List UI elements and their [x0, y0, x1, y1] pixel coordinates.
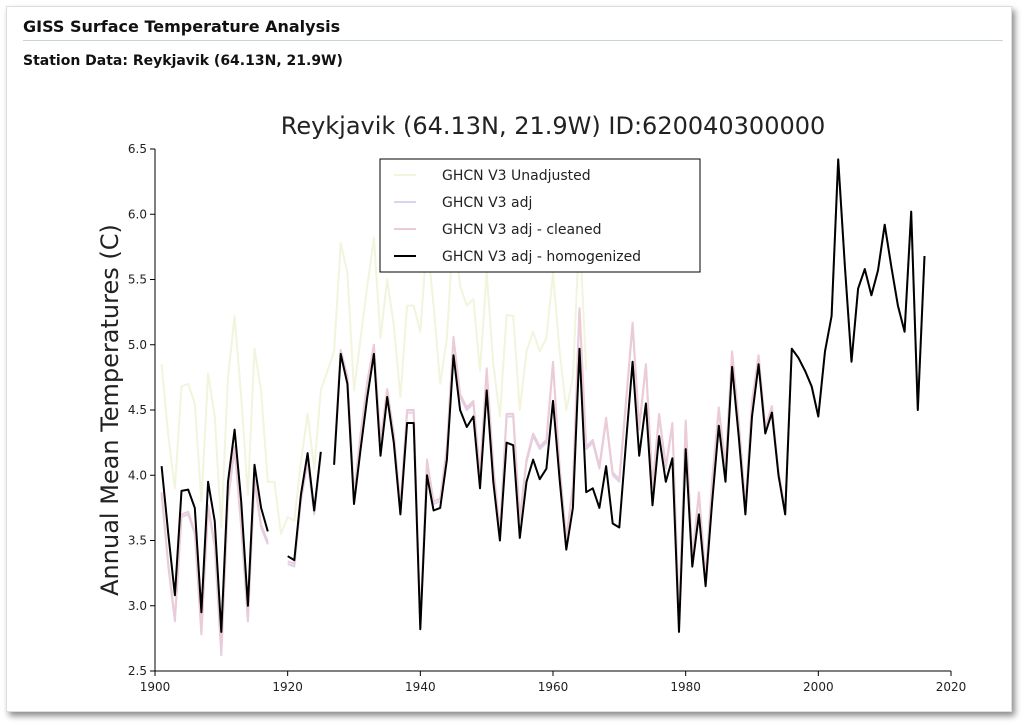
legend-label: GHCN V3 adj - cleaned	[442, 222, 601, 238]
y-tick-label: 4.5	[128, 403, 147, 417]
legend-label: GHCN V3 Unadjusted	[442, 168, 591, 184]
y-tick-label: 2.5	[128, 664, 147, 678]
series-line	[160, 226, 588, 535]
page-subtitle: Station Data: Reykjavik (64.13N, 21.9W)	[23, 53, 343, 69]
y-axis-label: Annual Mean Temperatures (C)	[96, 224, 124, 596]
series-line	[160, 158, 926, 633]
y-tick-label: 3.5	[128, 534, 147, 548]
x-tick-label: 1940	[405, 680, 436, 694]
x-tick-label: 2000	[803, 680, 834, 694]
x-tick-label: 1920	[272, 680, 303, 694]
page-title: GISS Surface Temperature Analysis	[23, 17, 341, 36]
x-tick-label: 2020	[936, 680, 967, 694]
divider	[23, 40, 1003, 41]
y-tick-label: 5.5	[128, 273, 147, 287]
x-tick-label: 1900	[140, 680, 171, 694]
legend-box	[379, 158, 701, 273]
y-tick-label: 5.0	[128, 338, 147, 352]
y-tick-label: 6.5	[128, 142, 147, 156]
y-tick-label: 6.0	[128, 207, 147, 221]
legend-label: GHCN V3 adj - homogenized	[442, 249, 641, 265]
y-tick-label: 4.0	[128, 468, 147, 482]
x-tick-label: 1980	[670, 680, 701, 694]
x-tick-label: 1960	[538, 680, 569, 694]
chart-title: Reykjavik (64.13N, 21.9W) ID:62004030000…	[281, 112, 826, 140]
y-tick-label: 3.0	[128, 599, 147, 613]
legend-label: GHCN V3 adj	[442, 195, 532, 211]
